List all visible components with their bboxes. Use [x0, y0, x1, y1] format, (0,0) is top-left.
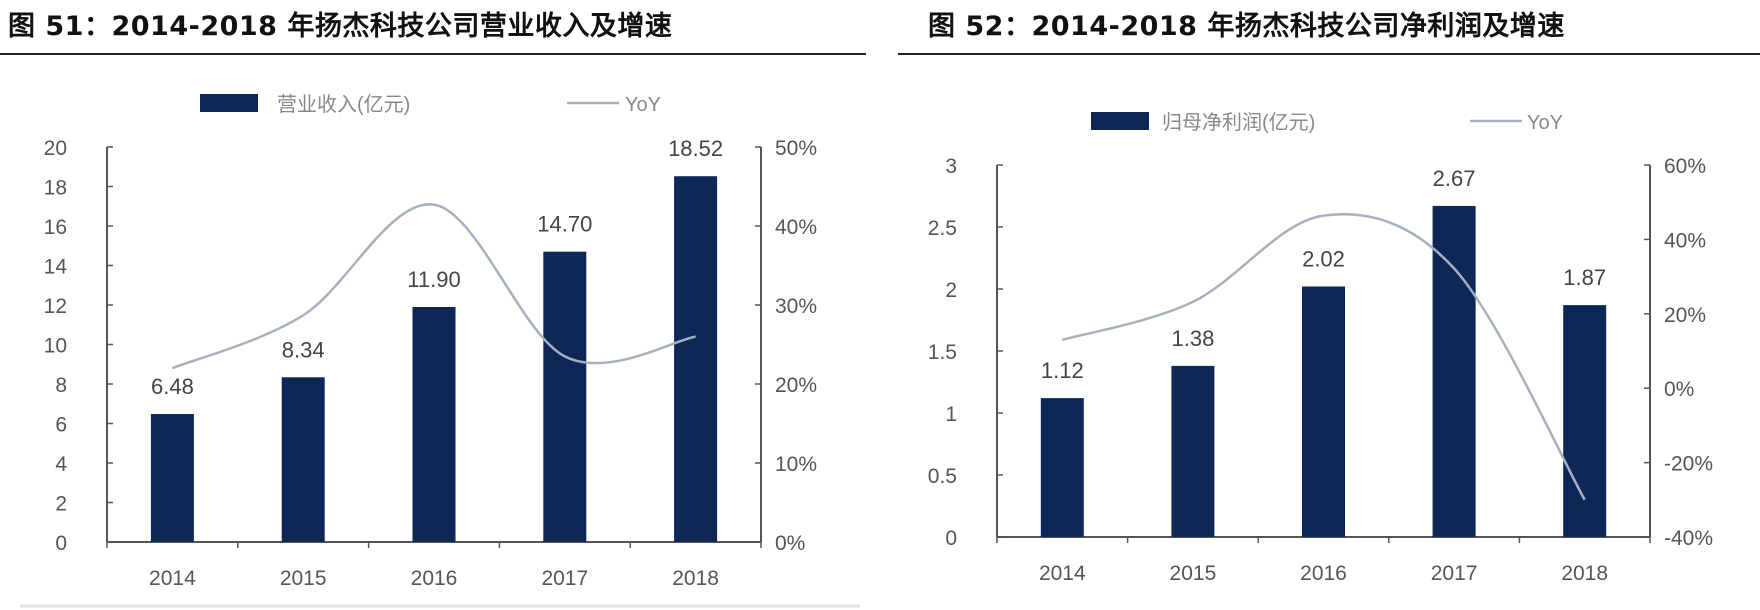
chart-2-bar-value-label: 1.38 [1171, 326, 1214, 351]
chart-1-left-tick-label: 8 [55, 374, 67, 397]
chart-2-legend-bar-label: 归母净利润(亿元) [1162, 111, 1315, 134]
chart-1-title-rule [0, 53, 866, 55]
chart-1-left-tick-label: 2 [55, 493, 67, 516]
chart-1-left-tick-label: 16 [44, 216, 67, 239]
chart-2-left-tick-label: 0 [945, 527, 957, 550]
chart-1-legend-line-label: YoY [625, 94, 661, 116]
chart-2-left-tick-label: 2.5 [928, 217, 957, 240]
chart-2-category-label: 2015 [1170, 562, 1217, 585]
chart-2-bar [1563, 305, 1607, 537]
chart-1-left-tick-label: 20 [44, 137, 67, 160]
chart-2-left-tick-label: 1.5 [928, 341, 957, 364]
chart-2-left-tick-label: 2 [945, 279, 957, 302]
chart-2-title-rule [898, 53, 1760, 55]
chart-2-right-tick-label: 60% [1664, 155, 1706, 178]
chart-1-bar [281, 377, 325, 542]
chart-1-right-tick-label: 40% [775, 216, 817, 239]
chart-1-bar-value-label: 8.34 [282, 337, 325, 362]
chart-2-right-tick-label: 40% [1664, 229, 1706, 252]
chart-2-bar [1171, 365, 1215, 537]
chart-1-category-label: 2017 [541, 567, 588, 590]
chart-2-category-label: 2014 [1039, 562, 1086, 585]
chart-2-bar [1302, 286, 1345, 537]
chart-2-bar-value-label: 1.12 [1041, 358, 1084, 383]
chart-2-bar-value-label: 2.67 [1433, 166, 1476, 191]
chart-1-bar [150, 414, 194, 542]
chart-2-bar [1432, 205, 1476, 538]
chart-2-right-tick-label: 0% [1664, 378, 1694, 401]
chart-1-legend-bar-swatch [200, 94, 258, 112]
chart-1-right-tick-label: 10% [775, 453, 817, 476]
chart-1-right-tick-label: 20% [775, 374, 817, 397]
chart-1-category-label: 2015 [280, 567, 327, 590]
chart-1-bar [543, 251, 587, 543]
chart-1-left-tick-label: 10 [44, 335, 67, 358]
chart-1-bar-value-label: 18.52 [668, 136, 723, 161]
chart-2-left-tick-label: 1 [945, 403, 957, 426]
chart-1-category-label: 2018 [672, 567, 719, 590]
chart-2-yoy-line [1061, 213, 1586, 501]
chart-1-left-tick-label: 18 [44, 177, 67, 200]
chart-1-bar [412, 306, 456, 542]
chart-1-left-tick-label: 6 [55, 414, 67, 437]
chart-1-title: 图 51：2014-2018 年扬杰科技公司营业收入及增速 [8, 11, 673, 42]
chart-1-left-tick-label: 12 [44, 295, 67, 318]
chart-2-bar [1040, 398, 1084, 537]
chart-2-category-label: 2018 [1561, 562, 1608, 585]
chart-1-right-tick-label: 50% [775, 137, 817, 160]
chart-1-category-label: 2014 [149, 567, 196, 590]
chart-2-category-label: 2016 [1300, 562, 1347, 585]
chart-1-left-tick-label: 0 [55, 532, 67, 555]
chart-2-category-label: 2017 [1431, 562, 1478, 585]
chart-1-bar-value-label: 14.70 [537, 212, 592, 237]
chart-2-bar-value-label: 1.87 [1563, 265, 1606, 290]
chart-2-right-tick-label: -40% [1664, 527, 1713, 550]
chart-1-bar-value-label: 11.90 [407, 267, 460, 292]
chart-2-right-tick-label: -20% [1664, 453, 1713, 476]
chart-1-right-tick-label: 0% [775, 532, 805, 555]
chart-2-right-tick-label: 20% [1664, 304, 1706, 327]
chart-2-left-tick-label: 0.5 [928, 465, 957, 488]
chart-1-left-tick-label: 4 [55, 453, 67, 476]
chart-1-bar-value-label: 6.48 [151, 374, 194, 399]
chart-1-left-tick-label: 14 [44, 256, 68, 279]
chart-1-legend-bar-label: 营业收入(亿元) [277, 93, 410, 116]
chart-2-legend-line-label: YoY [1527, 112, 1563, 134]
chart-1-right-tick-label: 30% [775, 295, 817, 318]
chart-1-bar [674, 176, 718, 543]
chart-2-bar-value-label: 2.02 [1302, 247, 1345, 272]
chart-2-title: 图 52：2014-2018 年扬杰科技公司净利润及增速 [928, 11, 1565, 42]
chart-2-legend-bar-swatch [1091, 112, 1149, 130]
chart-1-yoy-line [171, 203, 696, 370]
chart-2-left-tick-label: 3 [945, 155, 957, 178]
chart-1-category-label: 2016 [411, 567, 458, 590]
